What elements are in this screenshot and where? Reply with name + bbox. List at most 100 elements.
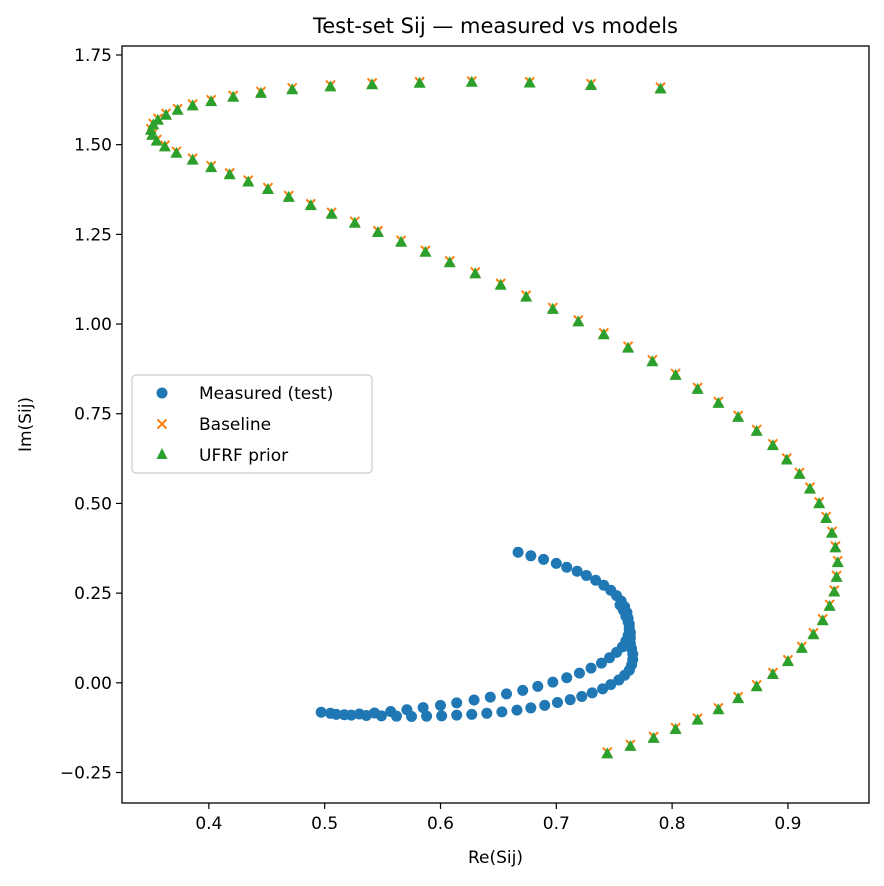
data-point <box>242 175 255 187</box>
data-point <box>781 655 794 667</box>
data-point <box>614 599 626 611</box>
data-point <box>523 76 536 88</box>
legend-label-baseline: Baseline <box>199 415 271 435</box>
data-point <box>520 290 533 302</box>
data-point <box>227 90 240 102</box>
y-axis: −0.25 0.00 0.25 0.50 0.75 1.00 1.25 1.50 1.75 <box>60 46 122 784</box>
y-tick-label: 0.00 <box>74 674 112 694</box>
data-point <box>160 108 173 120</box>
data-point <box>750 424 763 436</box>
data-point <box>395 235 408 247</box>
data-point <box>366 78 379 90</box>
data-point <box>348 216 361 228</box>
data-point <box>360 709 372 721</box>
chart-title: Test-set Sij — measured vs models <box>312 14 678 38</box>
data-point <box>150 134 163 146</box>
data-point <box>585 78 598 90</box>
series-0 <box>315 546 639 723</box>
data-point <box>324 80 337 92</box>
y-tick-label: 0.75 <box>74 405 112 425</box>
legend-marker-measured <box>156 387 168 399</box>
data-point <box>158 140 171 152</box>
data-point <box>780 453 793 465</box>
data-point <box>766 668 779 680</box>
data-point <box>793 467 806 479</box>
data-point <box>254 86 267 98</box>
data-point <box>691 382 704 394</box>
data-point <box>451 697 463 709</box>
data-point <box>831 556 844 568</box>
data-point <box>654 82 667 94</box>
data-point <box>712 703 725 715</box>
data-point <box>186 153 199 165</box>
y-tick-label: −0.25 <box>60 764 112 784</box>
data-point <box>712 396 725 408</box>
legend-marker-baseline <box>156 418 168 430</box>
x-tick-label: 0.5 <box>311 814 338 834</box>
x-tick-label: 0.6 <box>427 814 454 834</box>
data-point <box>205 95 218 107</box>
x-tick-label: 0.4 <box>195 814 222 834</box>
data-point <box>669 722 682 734</box>
data-point <box>371 226 384 238</box>
data-point <box>484 691 496 703</box>
data-point <box>830 570 843 582</box>
data-point <box>825 526 838 538</box>
data-point <box>186 99 199 111</box>
x-axis: 0.4 0.5 0.6 0.7 0.8 0.9 <box>195 803 801 834</box>
data-point <box>511 704 523 716</box>
data-point <box>144 123 157 135</box>
data-point <box>282 190 295 202</box>
data-point <box>590 574 602 586</box>
y-tick-label: 1.25 <box>74 225 112 245</box>
data-point <box>622 341 635 353</box>
data-point <box>171 103 184 115</box>
data-point <box>413 76 426 88</box>
legend: Measured (test) Baseline UFRF prior <box>131 374 373 474</box>
data-point <box>647 731 660 743</box>
data-point <box>828 585 841 597</box>
data-point <box>829 541 842 553</box>
data-point <box>546 302 559 314</box>
data-point <box>525 550 537 562</box>
data-point <box>732 410 745 422</box>
data-point <box>434 699 446 711</box>
data-point <box>375 710 387 722</box>
x-tick-label: 0.8 <box>659 814 686 834</box>
data-point <box>512 546 524 558</box>
y-tick-label: 0.25 <box>74 584 112 604</box>
x-tick-label: 0.9 <box>774 814 801 834</box>
data-point <box>223 168 236 180</box>
data-point <box>469 267 482 279</box>
data-point <box>571 565 583 577</box>
data-point <box>501 688 513 700</box>
data-point <box>750 680 763 692</box>
data-point <box>732 692 745 704</box>
y-tick-label: 1.75 <box>74 46 112 66</box>
legend-label-ufrf: UFRF prior <box>199 446 288 466</box>
data-point <box>803 482 816 494</box>
data-point <box>550 557 562 569</box>
data-point <box>539 699 551 711</box>
data-point <box>561 672 573 684</box>
data-point <box>465 75 478 87</box>
data-point <box>261 183 274 195</box>
data-point <box>561 561 573 573</box>
data-point <box>624 739 637 751</box>
data-point <box>315 706 327 718</box>
data-point <box>532 680 544 692</box>
data-point <box>390 710 402 722</box>
data-point <box>494 278 507 290</box>
data-point <box>330 708 342 720</box>
data-point <box>205 161 218 173</box>
data-point <box>816 614 829 626</box>
y-tick-label: 0.50 <box>74 494 112 514</box>
data-point <box>146 128 159 140</box>
y-tick-label: 1.00 <box>74 315 112 335</box>
data-point <box>564 694 576 706</box>
data-point <box>595 657 607 669</box>
data-point <box>551 697 563 709</box>
data-point <box>481 707 493 719</box>
data-point <box>417 702 429 714</box>
